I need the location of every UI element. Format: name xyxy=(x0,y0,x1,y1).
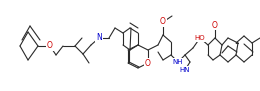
Text: HN: HN xyxy=(180,67,190,73)
Text: O: O xyxy=(160,17,166,26)
Text: O: O xyxy=(145,59,151,68)
Text: HO: HO xyxy=(195,35,205,41)
Text: NH: NH xyxy=(173,59,183,65)
Text: N: N xyxy=(96,33,102,42)
Text: O: O xyxy=(47,41,53,51)
Text: O: O xyxy=(212,20,218,29)
